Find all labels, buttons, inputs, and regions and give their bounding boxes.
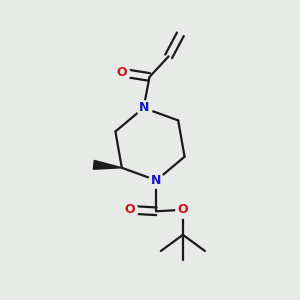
- Text: N: N: [151, 174, 162, 187]
- Text: O: O: [116, 66, 127, 79]
- Text: O: O: [124, 203, 135, 216]
- Text: N: N: [138, 101, 149, 114]
- Text: O: O: [178, 203, 188, 216]
- Polygon shape: [93, 160, 122, 169]
